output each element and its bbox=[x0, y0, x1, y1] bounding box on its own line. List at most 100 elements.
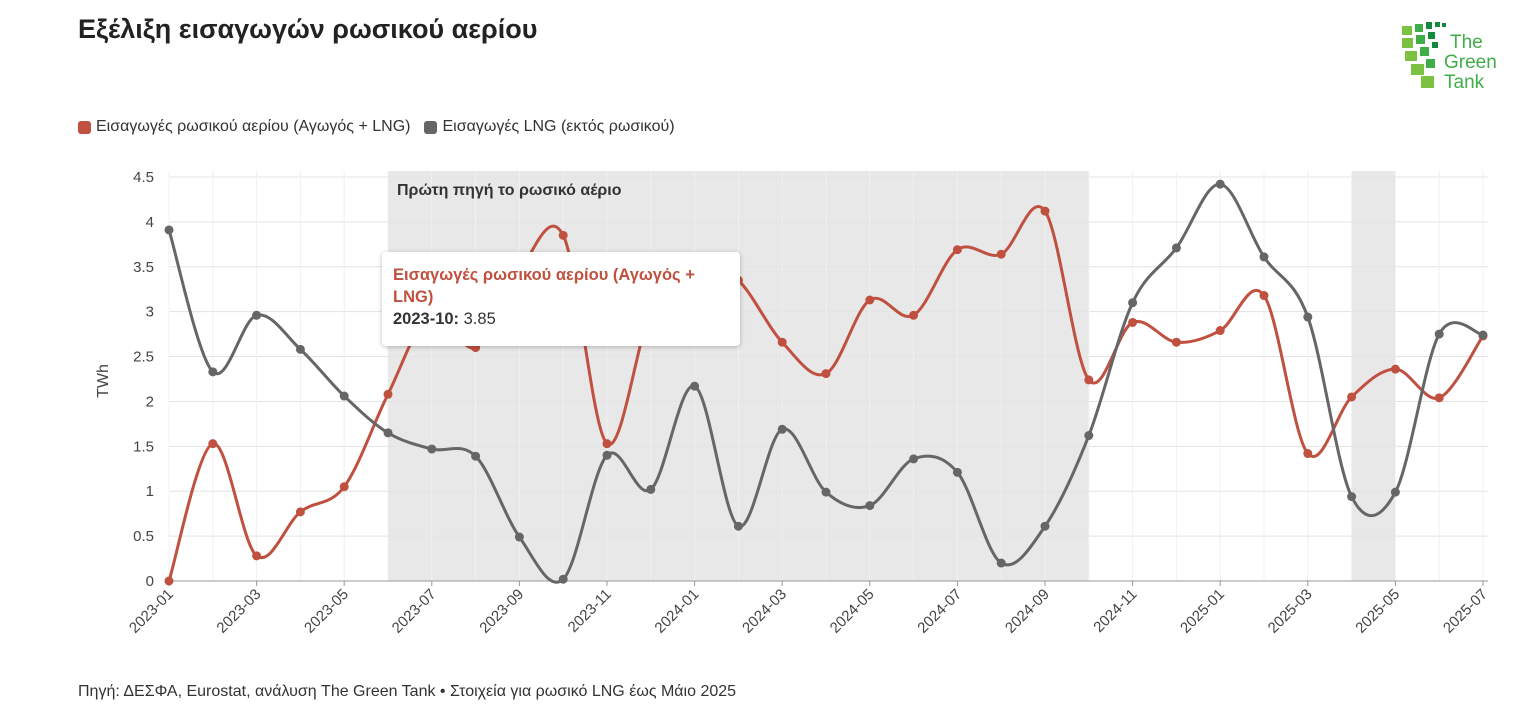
y-tick-label: 4 bbox=[146, 214, 154, 231]
data-point[interactable] bbox=[996, 249, 1006, 259]
data-point[interactable] bbox=[208, 439, 218, 449]
y-tick-label: 2 bbox=[146, 393, 154, 410]
x-tick-label: 2024-09 bbox=[1002, 586, 1053, 637]
x-tick-label: 2023-01 bbox=[126, 586, 177, 637]
y-tick-label: 1 bbox=[146, 483, 154, 500]
data-point[interactable] bbox=[777, 424, 787, 434]
data-point[interactable] bbox=[602, 439, 612, 449]
data-point[interactable] bbox=[1171, 243, 1181, 253]
x-tick-label: 2023-09 bbox=[476, 586, 527, 637]
data-point[interactable] bbox=[558, 230, 568, 240]
green-tank-logo: The Green Tank bbox=[1402, 22, 1497, 93]
data-point[interactable] bbox=[339, 482, 349, 492]
data-point[interactable] bbox=[208, 367, 218, 377]
data-point[interactable] bbox=[1347, 392, 1357, 402]
legend: Εισαγωγές ρωσικού αερίου (Αγωγός + LNG) … bbox=[78, 118, 675, 136]
legend-swatch bbox=[78, 120, 91, 134]
x-tick-label: 2025-03 bbox=[1265, 586, 1316, 637]
data-point[interactable] bbox=[1128, 298, 1138, 308]
tooltip: Εισαγωγές ρωσικού αερίου (Αγωγός + LNG) … bbox=[382, 252, 740, 346]
data-point[interactable] bbox=[471, 451, 481, 461]
data-point[interactable] bbox=[952, 467, 962, 477]
tooltip-value: 3.85 bbox=[463, 310, 496, 328]
data-point[interactable] bbox=[1303, 312, 1313, 322]
y-tick-label: 1.5 bbox=[133, 438, 154, 455]
data-point[interactable] bbox=[1084, 431, 1094, 441]
data-point[interactable] bbox=[252, 551, 262, 561]
x-tick-label: 2023-05 bbox=[301, 586, 352, 637]
data-point[interactable] bbox=[164, 225, 174, 235]
data-point[interactable] bbox=[339, 391, 349, 401]
data-point[interactable] bbox=[295, 507, 305, 517]
x-tick-label: 2025-01 bbox=[1177, 586, 1228, 637]
data-point[interactable] bbox=[1347, 492, 1357, 502]
y-tick-label: 2.5 bbox=[133, 349, 154, 366]
tooltip-series: Εισαγωγές ρωσικού αερίου (Αγωγός + LNG) bbox=[393, 266, 695, 306]
chart-title: Εξέλιξη εισαγωγών ρωσικού αερίου bbox=[78, 14, 538, 44]
data-point[interactable] bbox=[383, 428, 393, 438]
data-point[interactable] bbox=[952, 245, 962, 255]
x-tick-label: 2023-07 bbox=[389, 586, 440, 637]
data-point[interactable] bbox=[558, 574, 568, 584]
band-label: Πρώτη πηγή το ρωσικό αέριο bbox=[397, 182, 622, 199]
x-tick-label: 2024-01 bbox=[651, 586, 702, 637]
data-point[interactable] bbox=[427, 444, 437, 454]
data-point[interactable] bbox=[646, 484, 656, 494]
x-tick-label: 2023-11 bbox=[565, 586, 615, 636]
data-point[interactable] bbox=[295, 344, 305, 354]
data-point[interactable] bbox=[1390, 364, 1400, 374]
data-point[interactable] bbox=[821, 487, 831, 497]
data-point[interactable] bbox=[383, 389, 393, 399]
x-tick-label: 2024-05 bbox=[827, 586, 878, 637]
data-point[interactable] bbox=[821, 369, 831, 379]
y-axis-label: TWh bbox=[95, 364, 112, 398]
y-tick-label: 3.5 bbox=[133, 259, 154, 276]
data-point[interactable] bbox=[1390, 487, 1400, 497]
data-point[interactable] bbox=[1478, 330, 1488, 340]
data-point[interactable] bbox=[602, 450, 612, 460]
data-point[interactable] bbox=[1171, 337, 1181, 347]
legend-item-russian[interactable]: Εισαγωγές ρωσικού αερίου (Αγωγός + LNG) bbox=[78, 118, 410, 136]
tooltip-label: 2023-10: bbox=[393, 310, 460, 328]
data-point[interactable] bbox=[690, 381, 700, 391]
x-tick-label: 2025-05 bbox=[1352, 586, 1403, 637]
data-point[interactable] bbox=[252, 310, 262, 320]
data-point[interactable] bbox=[1128, 317, 1138, 327]
svg-text:Tank: Tank bbox=[1444, 72, 1485, 93]
data-point[interactable] bbox=[865, 295, 875, 305]
data-point[interactable] bbox=[1215, 179, 1225, 189]
x-tick-label: 2024-11 bbox=[1090, 586, 1140, 636]
data-point[interactable] bbox=[909, 454, 919, 464]
svg-text:The: The bbox=[1450, 32, 1483, 53]
data-point[interactable] bbox=[865, 501, 875, 511]
x-tick-label: 2024-03 bbox=[739, 586, 790, 637]
data-point[interactable] bbox=[1259, 252, 1269, 262]
data-point[interactable] bbox=[733, 521, 743, 531]
x-tick-label: 2023-03 bbox=[213, 586, 264, 637]
x-tick-label: 2024-07 bbox=[914, 586, 965, 637]
y-tick-label: 3 bbox=[146, 304, 154, 321]
data-point[interactable] bbox=[777, 337, 787, 347]
data-point[interactable] bbox=[996, 558, 1006, 568]
data-point[interactable] bbox=[1040, 206, 1050, 216]
y-tick-label: 0.5 bbox=[133, 528, 154, 545]
legend-label: Εισαγωγές ρωσικού αερίου (Αγωγός + LNG) bbox=[96, 118, 411, 135]
data-point[interactable] bbox=[1303, 449, 1313, 459]
x-tick-label: 2025-07 bbox=[1440, 586, 1491, 637]
data-point[interactable] bbox=[1040, 521, 1050, 531]
y-tick-label: 4.5 bbox=[133, 169, 154, 186]
data-point[interactable] bbox=[1434, 393, 1444, 403]
data-point[interactable] bbox=[909, 310, 919, 320]
data-point[interactable] bbox=[1215, 326, 1225, 336]
legend-item-lng[interactable]: Εισαγωγές LNG (εκτός ρωσικού) bbox=[424, 118, 675, 136]
legend-swatch bbox=[424, 120, 438, 134]
data-point[interactable] bbox=[1259, 291, 1269, 301]
y-tick-label: 0 bbox=[146, 573, 154, 590]
data-point[interactable] bbox=[1084, 375, 1094, 385]
source-note: Πηγή: ΔΕΣΦΑ, Eurostat, ανάλυση The Green… bbox=[78, 683, 737, 700]
svg-text:Green: Green bbox=[1444, 52, 1497, 73]
data-point[interactable] bbox=[1434, 329, 1444, 339]
data-point[interactable] bbox=[514, 532, 524, 542]
data-point[interactable] bbox=[164, 576, 174, 586]
